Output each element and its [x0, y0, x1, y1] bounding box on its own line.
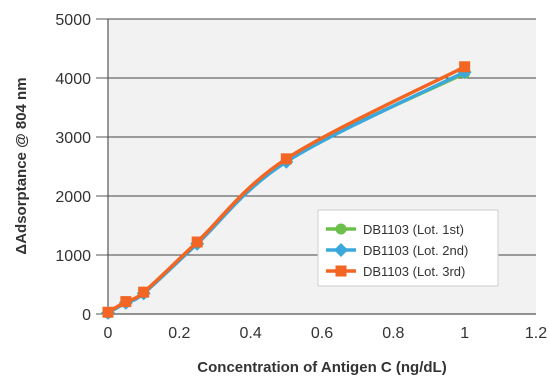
legend-swatch-marker [335, 265, 347, 277]
legend-swatch-marker [335, 223, 347, 235]
x-tick-label: 0.2 [168, 325, 190, 342]
y-tick-label: 0 [82, 307, 91, 324]
data-point [280, 153, 292, 165]
y-tick-label: 3000 [55, 130, 91, 147]
data-point [138, 286, 150, 298]
y-tick-label: 1000 [55, 248, 91, 265]
x-tick-label: 1.2 [525, 325, 547, 342]
y-tick-label: 4000 [55, 71, 91, 88]
data-point [459, 61, 471, 73]
x-tick-label: 0.4 [240, 325, 262, 342]
x-tick-label: 0 [104, 325, 113, 342]
x-axis-title: Concentration of Antigen C (ng/dL) [197, 359, 446, 376]
x-tick-labels: 0 0.2 0.4 0.6 0.8 1 1.2 [104, 325, 548, 342]
x-tick-label: 1 [460, 325, 469, 342]
legend-label: DB1103 (Lot. 3rd) [363, 264, 465, 279]
series-3 [102, 61, 471, 318]
legend-label: DB1103 (Lot. 1st) [363, 222, 464, 237]
legend-label: DB1103 (Lot. 2nd) [363, 243, 468, 258]
x-tick-label: 0.8 [382, 325, 404, 342]
y-tick-labels: 0 1000 2000 3000 4000 5000 [55, 12, 91, 324]
data-point [102, 306, 114, 318]
x-tick-label: 0.6 [311, 325, 333, 342]
data-point [191, 236, 203, 248]
y-tick-label: 5000 [55, 12, 91, 29]
legend-box [317, 209, 499, 287]
y-axis-title: ΔAdsorptance @ 804 nm [13, 77, 30, 254]
series-group [101, 61, 472, 320]
legend: DB1103 (Lot. 1st) DB1103 (Lot. 2nd) DB1103… [317, 209, 499, 287]
legend-swatch-marker [334, 243, 348, 257]
data-point [120, 296, 132, 308]
y-tick-label: 2000 [55, 189, 91, 206]
